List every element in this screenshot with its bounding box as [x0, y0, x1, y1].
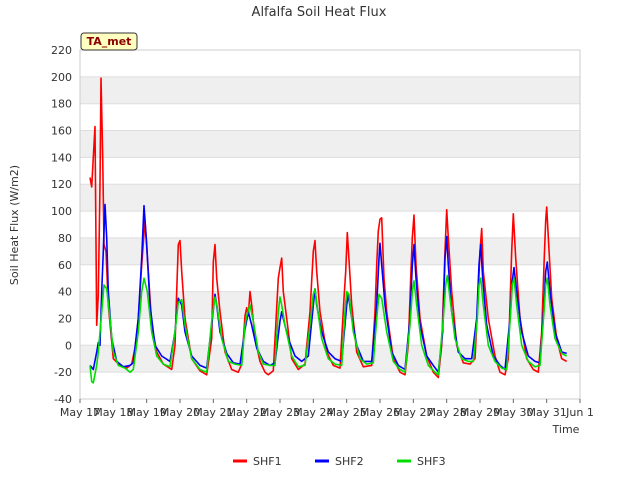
- y-tick-label: 100: [51, 205, 72, 218]
- y-tick-label: 0: [65, 339, 72, 352]
- y-tick-label: 200: [51, 71, 72, 84]
- legend-label-shf3: SHF3: [417, 455, 446, 468]
- x-tick-label: May 27: [393, 406, 433, 419]
- legend-label-shf2: SHF2: [335, 455, 364, 468]
- legend-label-shf1: SHF1: [253, 455, 282, 468]
- background-bands: [80, 76, 580, 373]
- ta-met-badge: TA_met: [80, 32, 138, 51]
- legend: SHF1 SHF2 SHF3: [233, 455, 446, 468]
- y-axis-ticks: -40 -20 0 20 40 60 80 100 120 140 160 180 200 220: [51, 44, 72, 406]
- y-tick-label: -40: [54, 393, 72, 406]
- x-tick-label: May 25: [327, 406, 367, 419]
- grid-band: [80, 76, 580, 104]
- grid-band: [80, 184, 580, 212]
- badge-box: [80, 32, 138, 51]
- y-tick-label: 180: [51, 98, 72, 111]
- y-tick-label: 80: [58, 232, 72, 245]
- y-tick-label: 20: [58, 312, 72, 325]
- x-tick-label: May 22: [227, 406, 267, 419]
- y-tick-label: -20: [54, 366, 72, 379]
- grid-band: [80, 237, 580, 265]
- series-line-shf1: [89, 77, 568, 379]
- x-tick-label: May 21: [193, 406, 233, 419]
- x-tick-label: Jun 1: [565, 406, 594, 419]
- y-tick-label: 120: [51, 178, 72, 191]
- x-tick-label: May 17: [60, 406, 100, 419]
- y-tick-label: 40: [58, 286, 72, 299]
- badge-label: TA_met: [87, 35, 132, 48]
- x-tick-label: May 23: [260, 406, 300, 419]
- grid-band: [80, 291, 580, 319]
- x-tick-label: May 24: [293, 406, 333, 419]
- x-tick-label: May 19: [127, 406, 167, 419]
- series-layer: [89, 77, 568, 384]
- grid-band: [80, 130, 580, 158]
- y-tick-label: 140: [51, 151, 72, 164]
- chart-title: Alfalfa Soil Heat Flux: [252, 5, 387, 20]
- y-axis-label: Soil Heat Flux (W/m2): [8, 165, 21, 285]
- plot-area: [79, 49, 581, 400]
- series-line-shf2: [89, 203, 567, 373]
- x-tick-label: May 30: [493, 406, 533, 419]
- x-tick-label: May 20: [160, 406, 200, 419]
- y-tick-label: 160: [51, 125, 72, 138]
- x-tick-label: May 18: [93, 406, 133, 419]
- y-tick-label: 220: [51, 44, 72, 57]
- x-tick-label: May 31: [527, 406, 567, 419]
- series-line-shf3: [89, 274, 568, 384]
- x-tick-label: May 28: [427, 406, 467, 419]
- x-axis-label: Time: [552, 423, 580, 436]
- x-tick-label: May 29: [460, 406, 500, 419]
- y-tick-label: 60: [58, 259, 72, 272]
- x-tick-label: May 26: [360, 406, 400, 419]
